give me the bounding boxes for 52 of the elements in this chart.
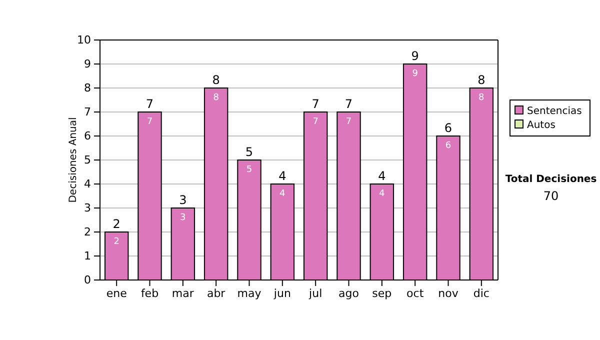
total-label: 8 [212, 73, 220, 87]
x-tick-label: feb [140, 286, 159, 300]
total-label: 9 [411, 49, 419, 63]
data-label: 7 [146, 117, 153, 127]
y-tick-label: 5 [84, 154, 91, 167]
data-label: 9 [412, 69, 418, 79]
y-tick-label: 4 [84, 178, 91, 191]
total-label: 8 [478, 73, 486, 87]
data-label: 2 [114, 237, 120, 247]
total-label: 4 [278, 169, 286, 183]
y-tick-label: 3 [84, 202, 91, 215]
data-label: 7 [346, 117, 352, 127]
legend-label: Sentencias [527, 106, 582, 117]
y-tick-label: 1 [84, 250, 91, 263]
total-label: 5 [245, 145, 254, 159]
y-tick-label: 7 [84, 106, 91, 119]
total-label: 6 [444, 121, 452, 135]
total-label: 7 [312, 97, 320, 111]
y-tick-label: 9 [84, 58, 91, 71]
y-tick-label: 6 [84, 130, 91, 143]
x-tick-label: abr [206, 286, 226, 300]
data-label: 6 [445, 141, 452, 151]
legend-label: Autos [527, 120, 556, 131]
y-tick-label: 8 [84, 82, 91, 95]
x-tick-label: may [237, 286, 262, 300]
text: Total Decisiones [505, 174, 597, 185]
text: 70 [543, 189, 559, 203]
x-tick-label: jun [272, 286, 291, 300]
total-label: 3 [179, 193, 187, 207]
x-tick-label: nov [438, 286, 459, 300]
y-axis-title: Decisiones Anual [68, 117, 79, 203]
total-label: 7 [344, 97, 353, 111]
x-tick-label: sep [372, 286, 392, 300]
data-label: 8 [213, 93, 220, 103]
x-tick-label: jul [308, 286, 322, 300]
x-tick-label: dic [473, 286, 490, 300]
y-tick-label: 10 [77, 34, 91, 47]
y-tick-label: 2 [84, 226, 91, 239]
data-label: 4 [280, 189, 286, 199]
data-label: 4 [379, 189, 386, 199]
x-tick-label: oct [406, 286, 424, 300]
total-label: 2 [112, 217, 120, 231]
y-tick-label: 0 [84, 274, 91, 287]
x-tick-label: ene [106, 286, 128, 300]
data-label: 7 [312, 117, 318, 127]
x-tick-label: mar [172, 286, 194, 300]
data-label: 5 [246, 165, 252, 175]
x-tick-label: ago [338, 286, 360, 300]
total-label: 7 [146, 97, 154, 111]
total-label: 4 [378, 169, 386, 183]
data-label: 8 [478, 93, 485, 103]
data-label: 3 [180, 213, 186, 223]
